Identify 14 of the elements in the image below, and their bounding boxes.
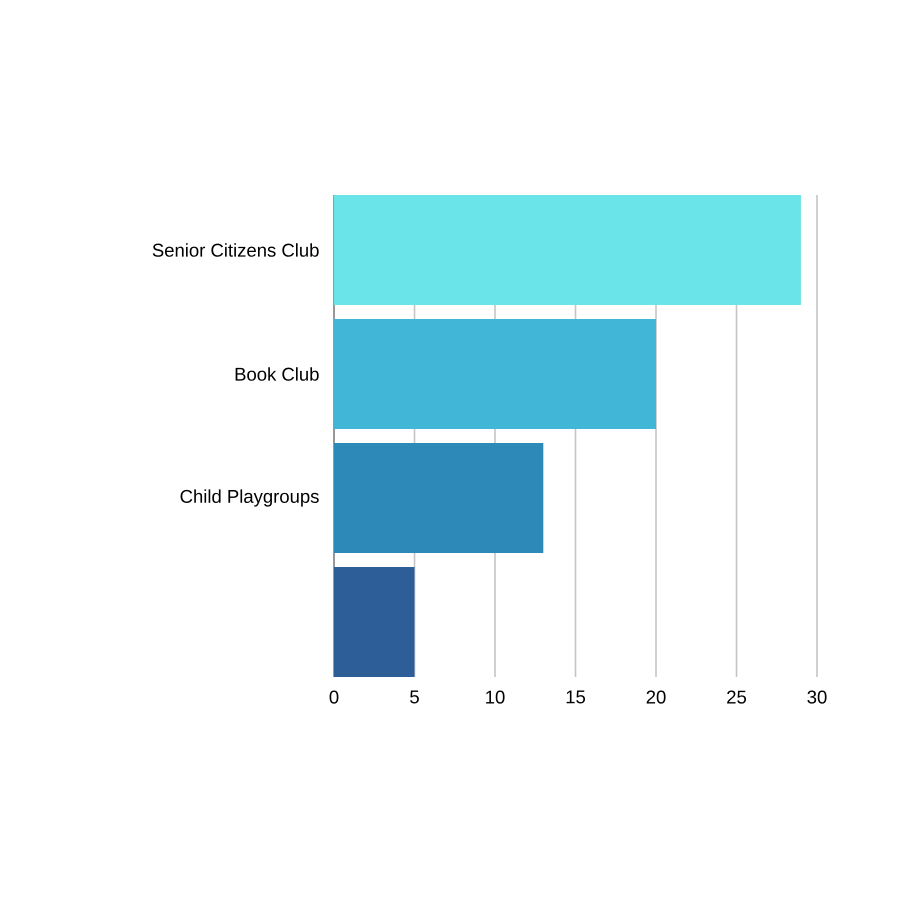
- x-tick-label: 0: [330, 690, 338, 704]
- x-tick-label: 10: [486, 690, 505, 704]
- x-tick-label: 5: [410, 690, 419, 704]
- x-tick-label: 25: [727, 690, 746, 704]
- bar: [334, 443, 544, 554]
- x-tick-label: 30: [807, 690, 827, 704]
- y-tick-label: Child Playgroups: [180, 489, 319, 507]
- x-tick-label: 20: [646, 690, 666, 704]
- bar: [334, 318, 656, 429]
- x-tick-label: 15: [566, 690, 586, 704]
- y-tick-label: Senior Citizens Club: [152, 243, 319, 257]
- bar: [334, 567, 415, 678]
- y-tick-label: Book Club: [236, 367, 319, 381]
- bar: [334, 194, 801, 305]
